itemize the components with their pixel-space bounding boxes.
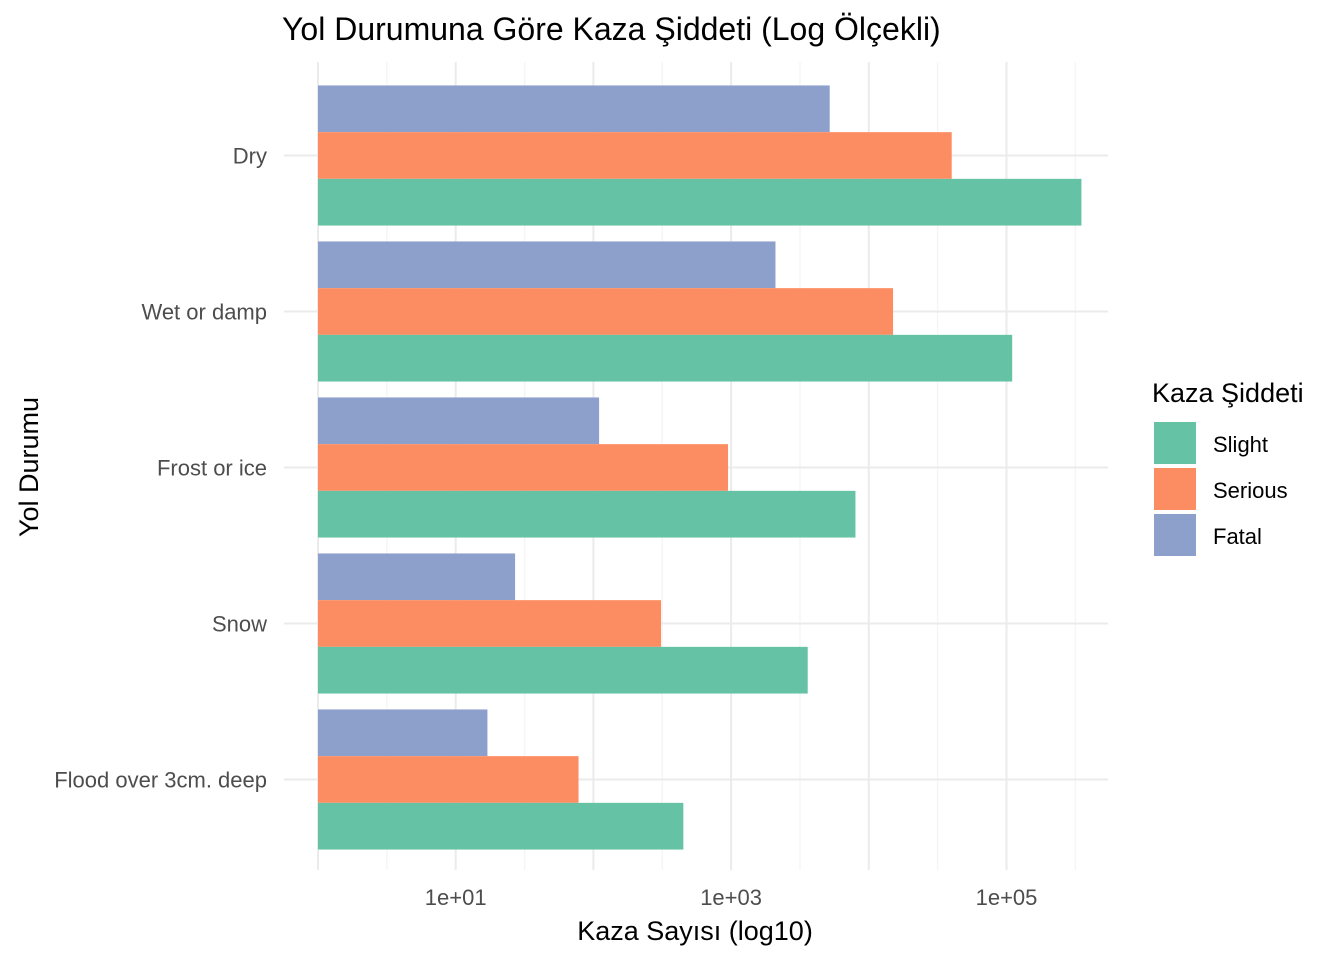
bar-slight-dry xyxy=(318,178,1082,226)
y-tick-label: Frost or ice xyxy=(157,456,267,481)
bar-fatal-snow xyxy=(318,553,516,601)
legend: Kaza Şiddeti Slight Serious Fatal xyxy=(1152,378,1304,556)
bar-fatal-dry xyxy=(318,85,830,133)
bar-slight-wet-or-damp xyxy=(318,334,1013,382)
bar-serious-snow xyxy=(318,600,662,647)
legend-key-slight xyxy=(1154,422,1196,464)
x-tick-labels: 1e+01 1e+03 1e+05 xyxy=(425,885,1038,910)
y-tick-label: Dry xyxy=(233,144,267,169)
legend-key-fatal xyxy=(1154,514,1196,556)
legend-key-serious xyxy=(1154,468,1196,510)
bar-slight-flood-over-3cm-deep xyxy=(318,802,684,850)
y-axis-title: Yol Durumu xyxy=(14,397,44,537)
legend-title: Kaza Şiddeti xyxy=(1152,378,1304,408)
legend-label-slight: Slight xyxy=(1213,432,1268,457)
bar-serious-wet-or-damp xyxy=(318,288,894,335)
x-tick-label: 1e+01 xyxy=(425,885,487,910)
bar-serious-frost-or-ice xyxy=(318,444,729,491)
x-tick-label: 1e+05 xyxy=(976,885,1038,910)
bar-serious-dry xyxy=(318,132,952,179)
bar-slight-frost-or-ice xyxy=(318,490,856,538)
legend-label-fatal: Fatal xyxy=(1213,524,1262,549)
bar-fatal-flood-over-3cm-deep xyxy=(318,709,488,757)
bar-fatal-wet-or-damp xyxy=(318,241,776,289)
chart-title: Yol Durumuna Göre Kaza Şiddeti (Log Ölçe… xyxy=(282,11,941,47)
bar-serious-flood-over-3cm-deep xyxy=(318,756,579,803)
bar-slight-snow xyxy=(318,646,808,694)
y-tick-labels: Dry Wet or damp Frost or ice Snow Flood over… xyxy=(54,144,267,793)
plot-panel: Dry Wet or damp Frost or ice Snow Flood over… xyxy=(54,62,1108,910)
x-axis-title: Kaza Sayısı (log10) xyxy=(577,916,813,946)
y-tick-label: Wet or damp xyxy=(141,300,267,325)
y-tick-label: Flood over 3cm. deep xyxy=(54,768,267,793)
legend-label-serious: Serious xyxy=(1213,478,1288,503)
x-tick-label: 1e+03 xyxy=(700,885,762,910)
y-tick-label: Snow xyxy=(212,612,267,637)
bars xyxy=(318,85,1082,850)
bar-fatal-frost-or-ice xyxy=(318,397,600,445)
